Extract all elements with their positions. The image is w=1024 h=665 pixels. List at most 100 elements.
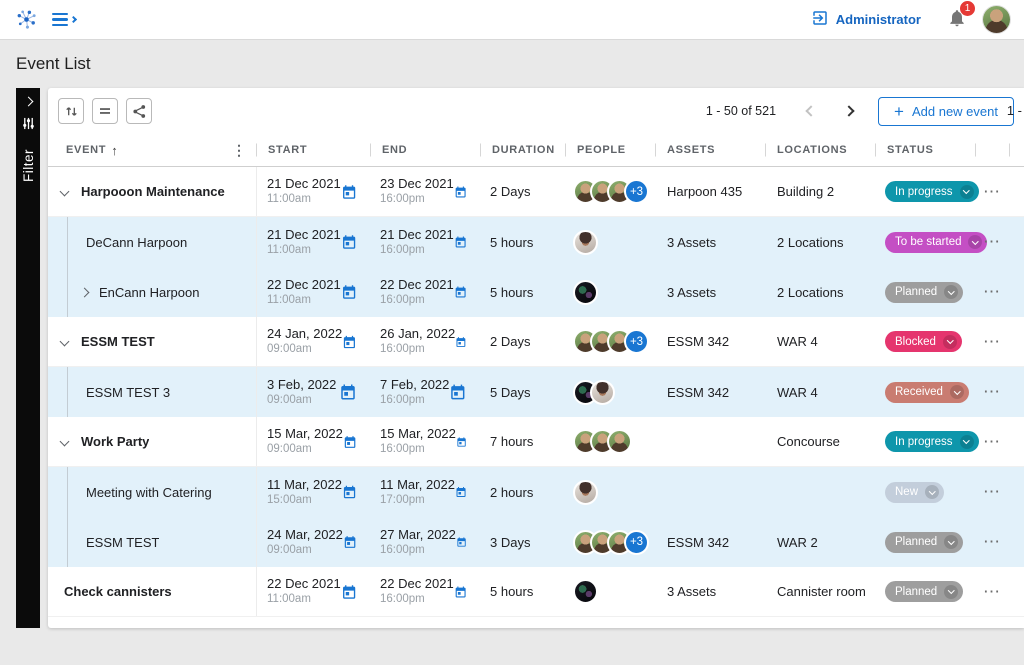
calendar-icon[interactable] — [454, 183, 467, 201]
status-chip[interactable]: Planned — [885, 531, 964, 553]
column-menu-icon[interactable]: ⋮ — [232, 141, 246, 158]
row-menu-cell: ⋯ — [975, 417, 1009, 466]
table-row[interactable]: EnCann Harpoon 22 Dec 2021 11:00am 22 Dec 2… — [48, 267, 1024, 317]
calendar-icon[interactable] — [341, 583, 357, 601]
avatar-overflow-badge[interactable]: +3 — [624, 329, 649, 354]
calendar-icon[interactable] — [341, 283, 357, 301]
row-menu-button[interactable]: ⋯ — [983, 232, 1001, 251]
table-row[interactable]: ESSM TEST 24 Jan, 2022 09:00am 26 Jan, 2022… — [48, 317, 1024, 367]
start-cell: 22 Dec 2021 11:00am — [256, 267, 370, 317]
collapse-chevron-icon[interactable] — [59, 436, 70, 447]
row-menu-button[interactable]: ⋯ — [983, 282, 1001, 301]
notifications-button[interactable]: 1 — [947, 1, 975, 31]
event-name[interactable]: EnCann Harpoon — [99, 284, 200, 300]
collapse-chevron-icon[interactable] — [59, 186, 70, 197]
user-role-button[interactable]: Administrator — [811, 9, 921, 30]
event-name[interactable]: Check cannisters — [64, 584, 172, 599]
avatar-overflow-badge[interactable]: +3 — [624, 179, 649, 204]
prev-page-button[interactable] — [798, 98, 824, 124]
date-text: 23 Dec 2021 — [380, 176, 454, 192]
row-menu-button[interactable]: ⋯ — [983, 532, 1001, 551]
column-header-start[interactable]: START — [256, 134, 370, 166]
avatar[interactable] — [573, 279, 598, 305]
calendar-icon[interactable] — [454, 233, 467, 251]
time-text: 11:00am — [267, 193, 311, 206]
column-header-end[interactable]: END — [370, 134, 480, 166]
status-chip[interactable]: In progress — [885, 431, 979, 452]
table-row[interactable]: Work Party 15 Mar, 2022 09:00am 15 Mar, 202… — [48, 417, 1024, 467]
status-chip[interactable]: To be started — [885, 231, 988, 253]
calendar-icon[interactable] — [341, 183, 357, 201]
share-button[interactable] — [126, 98, 152, 124]
add-event-button[interactable]: + Add new event — [878, 96, 1014, 126]
calendar-icon[interactable] — [455, 483, 467, 501]
avatar[interactable] — [607, 429, 632, 454]
date-text: 7 Feb, 2022 — [380, 376, 450, 392]
column-header-people[interactable]: PEOPLE — [565, 134, 655, 166]
avatar-overflow-badge[interactable]: +3 — [624, 529, 649, 555]
row-menu-button[interactable]: ⋯ — [983, 581, 1001, 601]
column-header-assets[interactable]: ASSETS — [655, 134, 765, 166]
duration-text: 7 hours — [490, 434, 534, 449]
calendar-icon[interactable] — [456, 533, 467, 551]
row-menu-button[interactable]: ⋯ — [983, 331, 1001, 351]
filter-panel-tab[interactable]: Filter — [16, 88, 40, 628]
avatar[interactable] — [573, 229, 598, 255]
table-row[interactable]: Meeting with Catering 11 Mar, 2022 15:00am… — [48, 467, 1024, 517]
chevron-down-icon — [968, 235, 983, 249]
status-chip[interactable]: Received — [885, 381, 969, 403]
calendar-icon[interactable] — [343, 433, 357, 451]
column-header-status[interactable]: STATUS — [875, 134, 975, 166]
status-chip[interactable]: Blocked — [885, 331, 962, 352]
row-density-button[interactable] — [92, 98, 118, 124]
date-text: 24 Jan, 2022 — [267, 326, 343, 342]
menu-button[interactable] — [52, 12, 78, 27]
date-text: 26 Jan, 2022 — [380, 326, 456, 342]
table-row[interactable]: ESSM TEST 24 Mar, 2022 09:00am 27 Mar, 2022… — [48, 517, 1024, 567]
calendar-icon[interactable] — [339, 383, 357, 401]
calendar-icon[interactable] — [454, 583, 467, 601]
status-chip[interactable]: New — [885, 481, 945, 503]
row-menu-button[interactable]: ⋯ — [983, 382, 1001, 401]
avatar[interactable] — [573, 579, 598, 604]
event-name[interactable]: Meeting with Catering — [86, 484, 212, 500]
calendar-icon[interactable] — [455, 333, 467, 351]
row-menu-button[interactable]: ⋯ — [983, 431, 1001, 451]
column-header-event[interactable]: EVENT ↑ ⋮ — [48, 134, 256, 166]
calendar-icon[interactable] — [449, 383, 467, 401]
column-header-locations[interactable]: LOCATIONS — [765, 134, 875, 166]
calendar-icon[interactable] — [341, 233, 357, 251]
people-cell — [565, 417, 655, 466]
collapse-chevron-icon[interactable] — [59, 336, 70, 347]
column-header-duration[interactable]: DURATION — [480, 134, 565, 166]
app-logo-icon[interactable] — [14, 8, 38, 32]
event-name[interactable]: Harpooon Maintenance — [81, 184, 225, 199]
row-menu-button[interactable]: ⋯ — [983, 482, 1001, 501]
sort-button[interactable] — [58, 98, 84, 124]
table-row[interactable]: Harpooon Maintenance 21 Dec 2021 11:00am 23… — [48, 167, 1024, 217]
table-row[interactable]: Check cannisters 22 Dec 2021 11:00am 22 Dec… — [48, 567, 1024, 617]
event-name[interactable]: ESSM TEST — [81, 334, 155, 349]
calendar-icon[interactable] — [343, 533, 357, 551]
status-chip[interactable]: Planned — [885, 581, 964, 602]
event-name[interactable]: ESSM TEST 3 — [86, 384, 171, 400]
event-name[interactable]: Work Party — [81, 434, 150, 449]
event-name[interactable]: DeCann Harpoon — [86, 234, 188, 250]
status-chip[interactable]: Planned — [885, 281, 964, 303]
row-menu-button[interactable]: ⋯ — [983, 181, 1001, 201]
next-page-button[interactable] — [836, 98, 862, 124]
time-text: 11:00am — [267, 593, 311, 606]
expand-chevron-icon[interactable] — [79, 287, 90, 297]
calendar-icon[interactable] — [342, 483, 357, 501]
table-row[interactable]: DeCann Harpoon 21 Dec 2021 11:00am 21 Dec 2… — [48, 217, 1024, 267]
avatar[interactable] — [573, 479, 598, 505]
calendar-icon[interactable] — [342, 333, 357, 351]
calendar-icon[interactable] — [456, 433, 467, 451]
status-label: New — [895, 486, 919, 498]
status-chip[interactable]: In progress — [885, 181, 979, 202]
avatar[interactable] — [590, 379, 615, 405]
event-name[interactable]: ESSM TEST — [86, 534, 160, 550]
topbar-avatar[interactable] — [983, 6, 1010, 33]
calendar-icon[interactable] — [454, 283, 467, 301]
